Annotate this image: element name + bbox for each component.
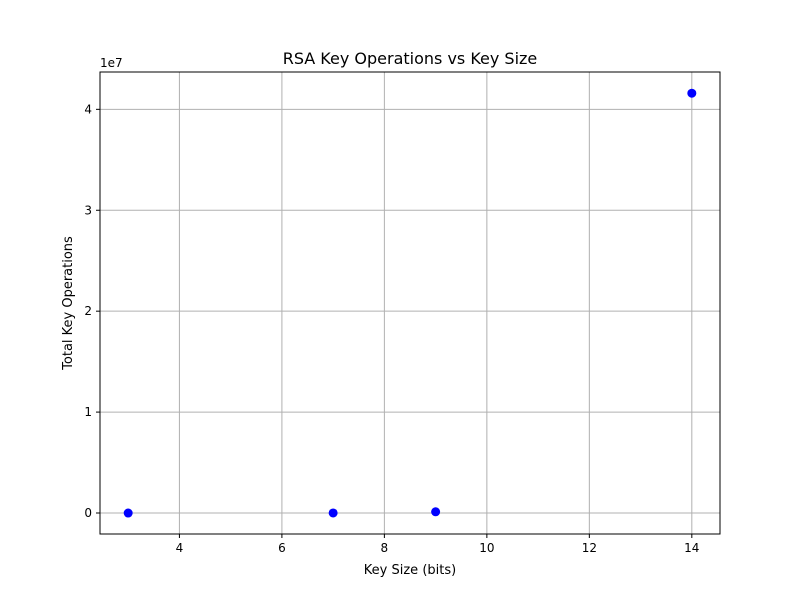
data-point (687, 88, 697, 98)
x-tick-label: 14 (684, 541, 699, 555)
plot-frame (99, 71, 721, 535)
x-tick-label: 6 (278, 541, 286, 555)
data-point (431, 507, 441, 517)
data-point (123, 508, 133, 518)
x-tick-label: 4 (176, 541, 184, 555)
x-axis: 4 6 8 10 12 14 (176, 534, 699, 555)
y-tick-label: 0 (84, 506, 92, 520)
data-points (123, 88, 697, 518)
x-tick-label: 8 (381, 541, 389, 555)
y-tick-label: 4 (84, 102, 92, 116)
y-offset-label: 1e7 (100, 56, 123, 70)
data-point (328, 508, 338, 518)
y-axis: 0 1 2 3 4 (84, 102, 100, 520)
y-tick-label: 2 (84, 304, 92, 318)
x-tick-label: 12 (582, 541, 597, 555)
y-tick-label: 3 (84, 203, 92, 217)
y-tick-label: 1 (84, 405, 92, 419)
y-axis-label: Total Key Operations (61, 236, 76, 371)
x-axis-label: Key Size (bits) (364, 563, 456, 578)
chart-title: RSA Key Operations vs Key Size (283, 49, 538, 68)
x-tick-label: 10 (479, 541, 494, 555)
grid (100, 72, 720, 534)
